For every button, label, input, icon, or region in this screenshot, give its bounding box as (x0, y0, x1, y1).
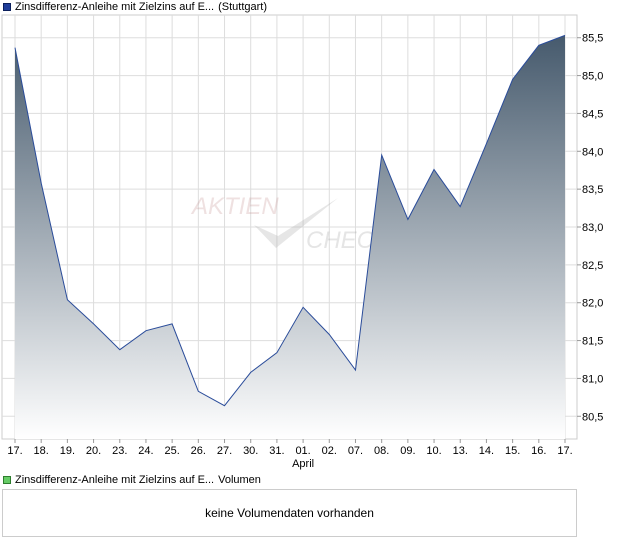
x-tick-label: 07. (348, 445, 363, 457)
y-tick-label: 85,0 (582, 71, 603, 83)
x-tick-label: 19. (60, 445, 75, 457)
y-tick-label: 84,5 (582, 108, 603, 120)
y-axis: 80,5 81,0 81,5 82,0 82,5 83,0 83,5 84,0 84,5 85,0… (577, 33, 603, 423)
x-tick-label: 01. (295, 445, 310, 457)
volume-legend-name: Zinsdifferenz-Anleihe mit Zielzins auf E… (15, 474, 215, 486)
price-legend-swatch (3, 3, 11, 11)
x-tick-label: 25. (164, 445, 179, 457)
x-tick-label: 18. (34, 445, 49, 457)
x-tick-label: 13. (453, 445, 468, 457)
y-tick-label: 80,5 (582, 411, 603, 423)
x-tick-label: 20. (86, 445, 101, 457)
y-tick-label: 81,5 (582, 336, 603, 348)
volume-legend-swatch (3, 476, 11, 484)
x-month-label: April (292, 458, 314, 470)
volume-legend: Zinsdifferenz-Anleihe mit Zielzins auf E… (3, 474, 261, 486)
x-tick-label: 02. (322, 445, 337, 457)
price-chart: AKTIEN CHECK 80,581,081,582,082,583,083,… (1, 14, 603, 470)
y-tick-label: 82,5 (582, 260, 603, 272)
watermark-text-top: AKTIEN (190, 193, 279, 220)
x-tick-label: 27. (217, 445, 232, 457)
x-tick-label: 17. (7, 445, 22, 457)
watermark-check-icon (254, 198, 338, 248)
x-tick-label: 16. (531, 445, 546, 457)
y-tick-label: 81,0 (582, 373, 603, 385)
x-tick-label: 15. (505, 445, 520, 457)
y-tick-label: 84,0 (582, 146, 603, 158)
x-tick-label: 14. (479, 445, 494, 457)
y-tick-label: 83,0 (582, 222, 603, 234)
price-legend-name: Zinsdifferenz-Anleihe mit Zielzins auf E… (15, 1, 215, 13)
price-legend: Zinsdifferenz-Anleihe mit Zielzins auf E… (3, 1, 267, 13)
x-tick-label: 08. (374, 445, 389, 457)
x-tick-label: 24. (138, 445, 153, 457)
x-tick-label: 26. (191, 445, 206, 457)
y-tick-label: 85,5 (582, 33, 603, 45)
volume-legend-label: Volumen (218, 474, 261, 486)
no-volume-message: keine Volumendaten vorhanden (205, 506, 374, 520)
x-tick-label: 30. (243, 445, 258, 457)
y-tick-label: 83,5 (582, 184, 603, 196)
price-legend-exchange: (Stuttgart) (218, 1, 268, 13)
x-tick-label: 09. (400, 445, 415, 457)
y-tick-label: 82,0 (582, 298, 603, 310)
x-tick-label: 31. (269, 445, 284, 457)
x-axis: 17. 18. 19. 20. 23. 24. 25. 26. 27. 30. 31. 01. 02. 0… (7, 439, 573, 470)
x-tick-label: 23. (112, 445, 127, 457)
price-area (15, 35, 565, 440)
x-tick-label: 10. (426, 445, 441, 457)
volume-panel: keine Volumendaten vorhanden (2, 489, 577, 537)
x-tick-label: 17. (557, 445, 572, 457)
price-line (14, 34, 566, 407)
